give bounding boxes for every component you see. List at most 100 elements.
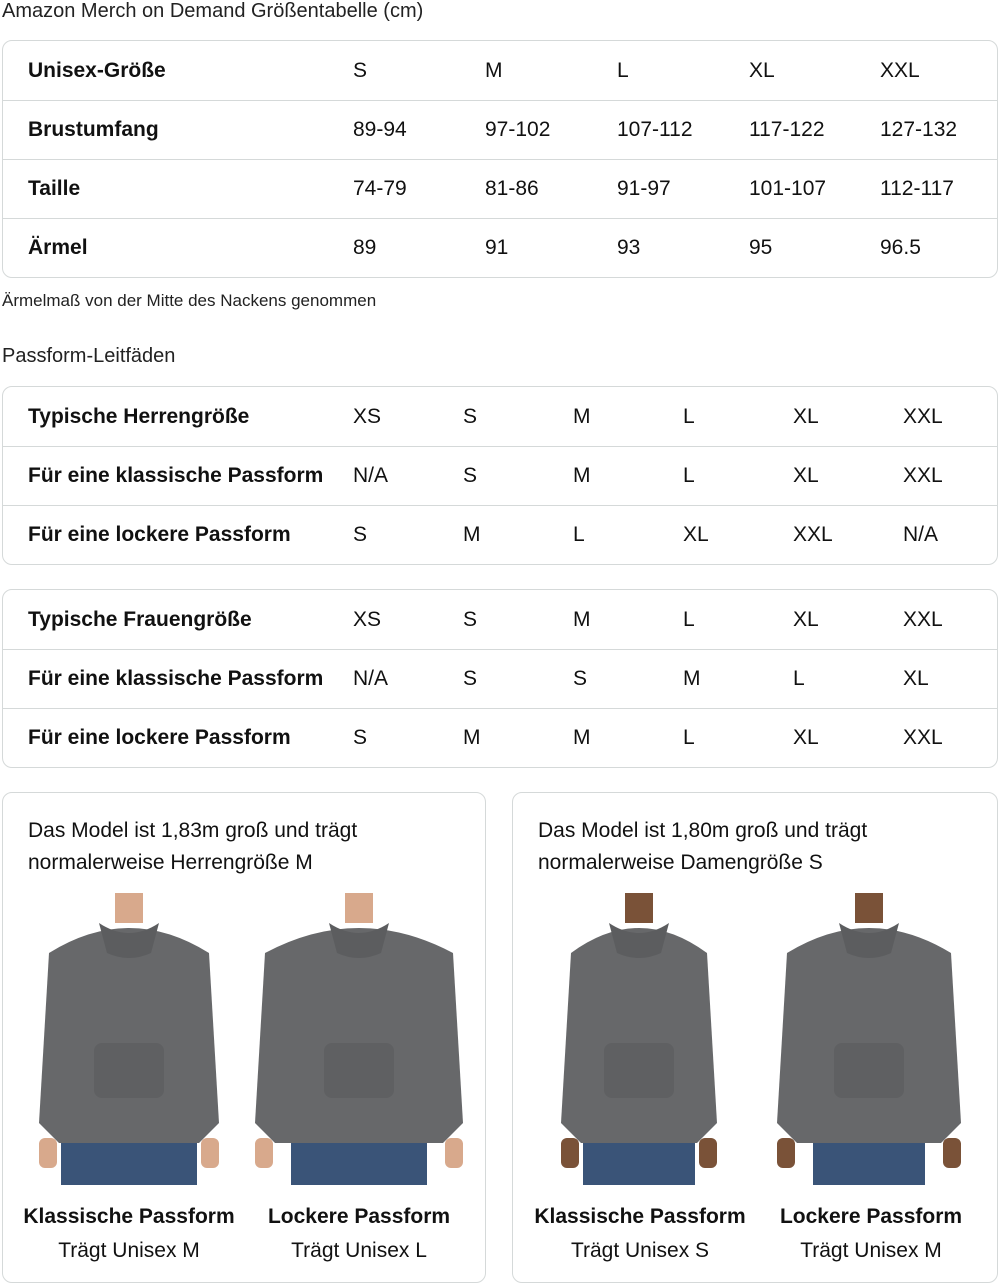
fit-guides-title: Passform-Leitfäden [2,345,176,367]
table-cell: 91-97 [617,177,671,200]
table-cell: 107-112 [617,118,693,141]
row-label: Für eine klassische Passform [28,667,324,690]
table-cell: M [573,607,591,631]
row-label: Typische Herrengröße [28,404,250,428]
hand [561,1138,579,1168]
pocket [94,1043,164,1098]
neck [855,893,883,923]
men-fit-table: Typische Herrengröße XS S M L XL XXL Für eine k… [2,386,998,565]
table-row: Typische Herrengröße XS S M L XL XXL [3,387,997,446]
neck [115,893,143,923]
table-cell: S [463,607,478,631]
table-cell: 89 [353,236,377,259]
size-chart-table: Unisex-Größe S M L XL XXL Brustumfang 89-94 97-1… [2,40,998,278]
hand [943,1138,961,1168]
table-cell: M [683,667,701,690]
women-model-card: Das Model ist 1,80m groß und trägt normal… [512,792,998,1283]
table-cell: S [463,667,478,690]
table-row: Für eine klassische Passform N/A S S M L XL [3,649,997,708]
pocket [834,1043,904,1098]
table-cell: N/A [903,523,939,546]
table-cell: XS [353,404,382,428]
hood [99,923,159,958]
table-cell: S [353,58,368,82]
neck [345,893,373,923]
table-cell: XXL [903,404,943,428]
table-cell: 112-117 [880,177,954,200]
table-cell: XXL [903,464,943,487]
row-label: Für eine lockere Passform [28,523,291,546]
table-cell: S [463,464,478,487]
hoodie-photo-classic [19,893,239,1185]
figure-caption: Klassische Passform Trägt Unisex M [23,1205,235,1262]
hand [777,1138,795,1168]
table-row: Für eine lockere Passform S M L XL XXL N/A [3,505,997,564]
table-cell: M [573,726,591,749]
hoodie-body [255,928,463,1143]
row-label: Typische Frauengröße [28,607,252,631]
table-cell: M [573,404,591,428]
table-cell: L [683,464,695,487]
row-label: Unisex-Größe [28,58,166,82]
neck [625,893,653,923]
table-cell: L [683,607,695,631]
table-cell: M [463,523,481,546]
hood [839,923,899,958]
hoodie-body [561,928,717,1143]
table-cell: XL [793,464,819,487]
table-cell: 101-107 [749,177,827,200]
table-cell: N/A [353,464,389,487]
table-cell: L [617,58,629,82]
figure-caption: Lockere Passform Trägt Unisex L [267,1205,451,1262]
table-row: Brustumfang 89-94 97-102 107-112 117-122 127-… [3,100,997,159]
table-row: Unisex-Größe S M L XL XXL [3,41,997,100]
table-row: Ärmel 89 91 93 95 96.5 [3,218,997,277]
table-cell: XL [793,726,819,749]
table-cell: 96.5 [880,236,921,259]
table-cell: XXL [793,523,833,546]
table-cell: M [573,464,591,487]
hoodie-body [39,928,219,1143]
table-cell: L [683,404,695,428]
hand [255,1138,273,1168]
hoodie-body [777,928,961,1143]
table-cell: 89-94 [353,118,407,141]
table-cell: S [353,726,368,749]
table-cell: XXL [903,726,943,749]
table-cell: XL [683,523,709,546]
hoodie-photo-classic [529,893,749,1185]
figure-caption: Klassische Passform Trägt Unisex S [534,1205,746,1262]
table-cell: XS [353,607,382,631]
table-cell: 74-79 [353,177,407,200]
hood [609,923,669,958]
table-cell: 127-132 [880,118,958,141]
table-row: Typische Frauengröße XS S M L XL XXL [3,590,997,649]
pocket [324,1043,394,1098]
table-cell: 117-122 [749,118,825,141]
row-label: Für eine klassische Passform [28,464,324,487]
row-label: Taille [28,177,81,200]
pocket [604,1043,674,1098]
table-cell: S [463,404,478,428]
table-cell: XXL [880,58,920,82]
row-label: Ärmel [28,236,88,259]
table-cell: XXL [903,607,943,631]
table-cell: XL [903,667,929,690]
women-fit-table: Typische Frauengröße XS S M L XL XXL Für eine k… [2,589,998,768]
table-cell: 97-102 [485,118,551,141]
model-description: Das Model ist 1,80m groß und trägt normal… [538,819,868,874]
model-description: Das Model ist 1,83m groß und trägt normal… [28,819,358,874]
table-cell: 81-86 [485,177,539,200]
row-label: Für eine lockere Passform [28,726,291,749]
table-cell: XL [749,58,775,82]
hoodie-photo-relaxed [759,893,979,1185]
table-cell: 95 [749,236,773,259]
table-cell: L [793,667,805,690]
row-label: Brustumfang [28,118,159,141]
hood [329,923,389,958]
hand [699,1138,717,1168]
men-model-card: Das Model ist 1,83m groß und trägt normal… [2,792,486,1283]
table-cell: XL [793,404,819,428]
table-cell: 91 [485,236,509,259]
table-cell: XL [793,607,819,631]
